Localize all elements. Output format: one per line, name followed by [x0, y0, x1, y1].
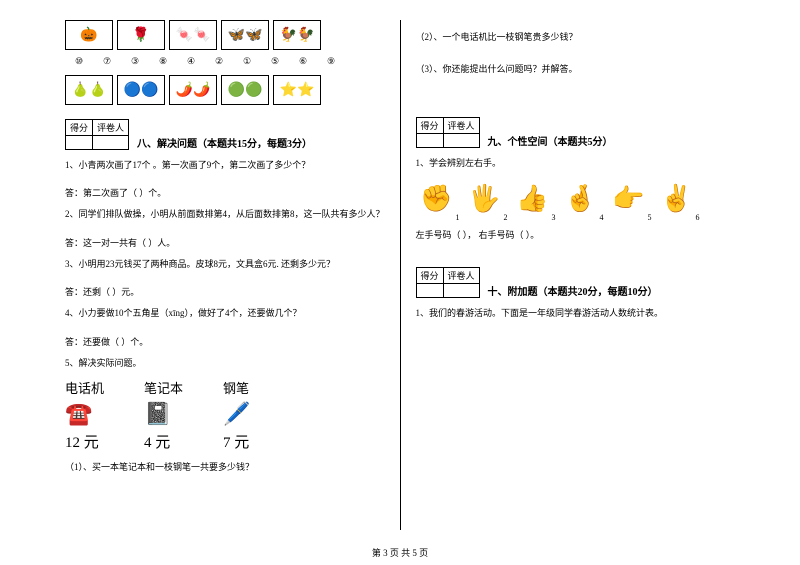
question-8-5-3: （3）、你还能提出什么问题吗？并解答。	[416, 62, 736, 76]
score-header-10: 得分 评卷人 十、附加题（本题共20分，每题10分）	[416, 267, 736, 298]
left-hand-label: 左手号码（	[416, 230, 461, 240]
product-price: 7 元	[223, 431, 250, 452]
product-price: 12 元	[65, 431, 104, 452]
img-box: ⭐⭐	[273, 75, 321, 105]
question-8-5-1: （1）、买一本笔记本和一枝钢笔一共要多少钱？	[65, 460, 385, 474]
circle-num: ①	[235, 56, 259, 67]
product-name: 笔记本	[144, 378, 183, 397]
right-hand-label: ）， 右手号码（	[463, 230, 524, 240]
phone-icon: ☎️	[65, 401, 104, 427]
hand-labels: 左手号码（ ）， 右手号码（ ）。	[416, 228, 736, 241]
img-box: 🔵🔵	[117, 75, 165, 105]
image-row-2: 🍐🍐 🔵🔵 🌶️🌶️ 🟢🟢 ⭐⭐	[65, 75, 385, 105]
question-8-5: 5、解决实际问题。	[65, 356, 385, 370]
page-footer: 第 3 页 共 5 页	[0, 546, 800, 559]
score-table: 得分 评卷人	[65, 119, 129, 150]
circle-num: ③	[123, 56, 147, 67]
circle-number-row: ⑩ ⑦ ③ ⑧ ④ ② ① ⑤ ⑥ ⑨	[65, 56, 385, 67]
question-8-2: 2、同学们排队做操，小明从前面数排第4，从后面数排第8，这一队共有多少人？	[65, 207, 385, 221]
hand-icon: 🖐️2	[464, 178, 506, 220]
right-column: （2）、一个电话机比一枝钢笔贵多少钱？ （3）、你还能提出什么问题吗？并解答。 …	[401, 20, 751, 530]
notebook-icon: 📓	[144, 401, 183, 427]
img-box: 🦋🦋	[221, 20, 269, 50]
question-8-3: 3、小明用23元钱买了两种商品。皮球8元，文具盒6元. 还剩多少元？	[65, 257, 385, 271]
question-9-1: 1、学会辨别左右手。	[416, 156, 736, 170]
hand-num: 2	[504, 213, 508, 222]
hand-icon: 👉5	[608, 178, 650, 220]
circle-num: ⑩	[67, 56, 91, 67]
score-label: 得分	[416, 117, 443, 133]
img-box: 🍬🍬	[169, 20, 217, 50]
score-table: 得分 评卷人	[416, 267, 480, 298]
product-phone: 电话机 ☎️ 12 元	[65, 378, 104, 452]
img-box: 🌶️🌶️	[169, 75, 217, 105]
hand-icon: ✌️6	[656, 178, 698, 220]
hand-num: 5	[648, 213, 652, 222]
end-label: ）。	[526, 230, 540, 240]
circle-num: ⑤	[263, 56, 287, 67]
circle-num: ④	[179, 56, 203, 67]
score-table: 得分 评卷人	[416, 117, 480, 148]
product-name: 电话机	[65, 378, 104, 397]
question-8-1: 1、小青两次画了17个 。第一次画了9个，第二次画了多少个？	[65, 158, 385, 172]
img-box: 🍐🍐	[65, 75, 113, 105]
answer-8-4: 答：还要做（ ）个。	[65, 335, 385, 348]
circle-num: ⑥	[291, 56, 315, 67]
question-8-4: 4、小力要做10个五角星（xīng），做好了4个，还要做几个？	[65, 306, 385, 320]
grader-label: 评卷人	[93, 120, 129, 136]
score-header-9: 得分 评卷人 九、个性空间（本题共5分）	[416, 117, 736, 148]
hand-icon: ✊1	[416, 178, 458, 220]
score-label: 得分	[416, 268, 443, 284]
img-box: 🟢🟢	[221, 75, 269, 105]
answer-8-1: 答：第二次画了（ ）个。	[65, 186, 385, 199]
left-column: 🎃 🌹 🍬🍬 🦋🦋 🐓🐓 ⑩ ⑦ ③ ⑧ ④ ② ① ⑤ ⑥ ⑨ 🍐🍐 🔵🔵 🌶…	[50, 20, 401, 530]
page-container: 🎃 🌹 🍬🍬 🦋🦋 🐓🐓 ⑩ ⑦ ③ ⑧ ④ ② ① ⑤ ⑥ ⑨ 🍐🍐 🔵🔵 🌶…	[0, 0, 800, 540]
hand-icon: 👍3	[512, 178, 554, 220]
circle-num: ⑦	[95, 56, 119, 67]
answer-8-2: 答：这一对一共有（ ）人。	[65, 236, 385, 249]
hand-num: 6	[696, 213, 700, 222]
hand-row: ✊1 🖐️2 👍3 🤞4 👉5 ✌️6	[416, 178, 736, 220]
pen-icon: 🖊️	[223, 401, 250, 427]
img-box: 🎃	[65, 20, 113, 50]
product-name: 钢笔	[223, 378, 250, 397]
image-row-1: 🎃 🌹 🍬🍬 🦋🦋 🐓🐓	[65, 20, 385, 50]
hand-icon: 🤞4	[560, 178, 602, 220]
answer-8-3: 答：还剩（ ）元。	[65, 285, 385, 298]
question-8-5-2: （2）、一个电话机比一枝钢笔贵多少钱？	[416, 30, 736, 44]
question-10-1: 1、我们的春游活动。下面是一年级同学春游活动人数统计表。	[416, 306, 736, 320]
circle-num: ⑧	[151, 56, 175, 67]
product-price: 4 元	[144, 431, 183, 452]
product-notebook: 笔记本 📓 4 元	[144, 378, 183, 452]
product-pen: 钢笔 🖊️ 7 元	[223, 378, 250, 452]
score-label: 得分	[66, 120, 93, 136]
circle-num: ②	[207, 56, 231, 67]
product-row: 电话机 ☎️ 12 元 笔记本 📓 4 元 钢笔 🖊️ 7 元	[65, 378, 385, 452]
score-header-8: 得分 评卷人 八、解决问题（本题共15分，每题3分）	[65, 119, 385, 150]
section-8-title: 八、解决问题（本题共15分，每题3分）	[137, 135, 312, 150]
hand-num: 1	[456, 213, 460, 222]
section-9-title: 九、个性空间（本题共5分）	[488, 133, 613, 148]
img-box: 🌹	[117, 20, 165, 50]
grader-label: 评卷人	[443, 268, 479, 284]
img-box: 🐓🐓	[273, 20, 321, 50]
hand-num: 4	[600, 213, 604, 222]
circle-num: ⑨	[319, 56, 343, 67]
hand-num: 3	[552, 213, 556, 222]
grader-label: 评卷人	[443, 117, 479, 133]
section-10-title: 十、附加题（本题共20分，每题10分）	[488, 283, 658, 298]
